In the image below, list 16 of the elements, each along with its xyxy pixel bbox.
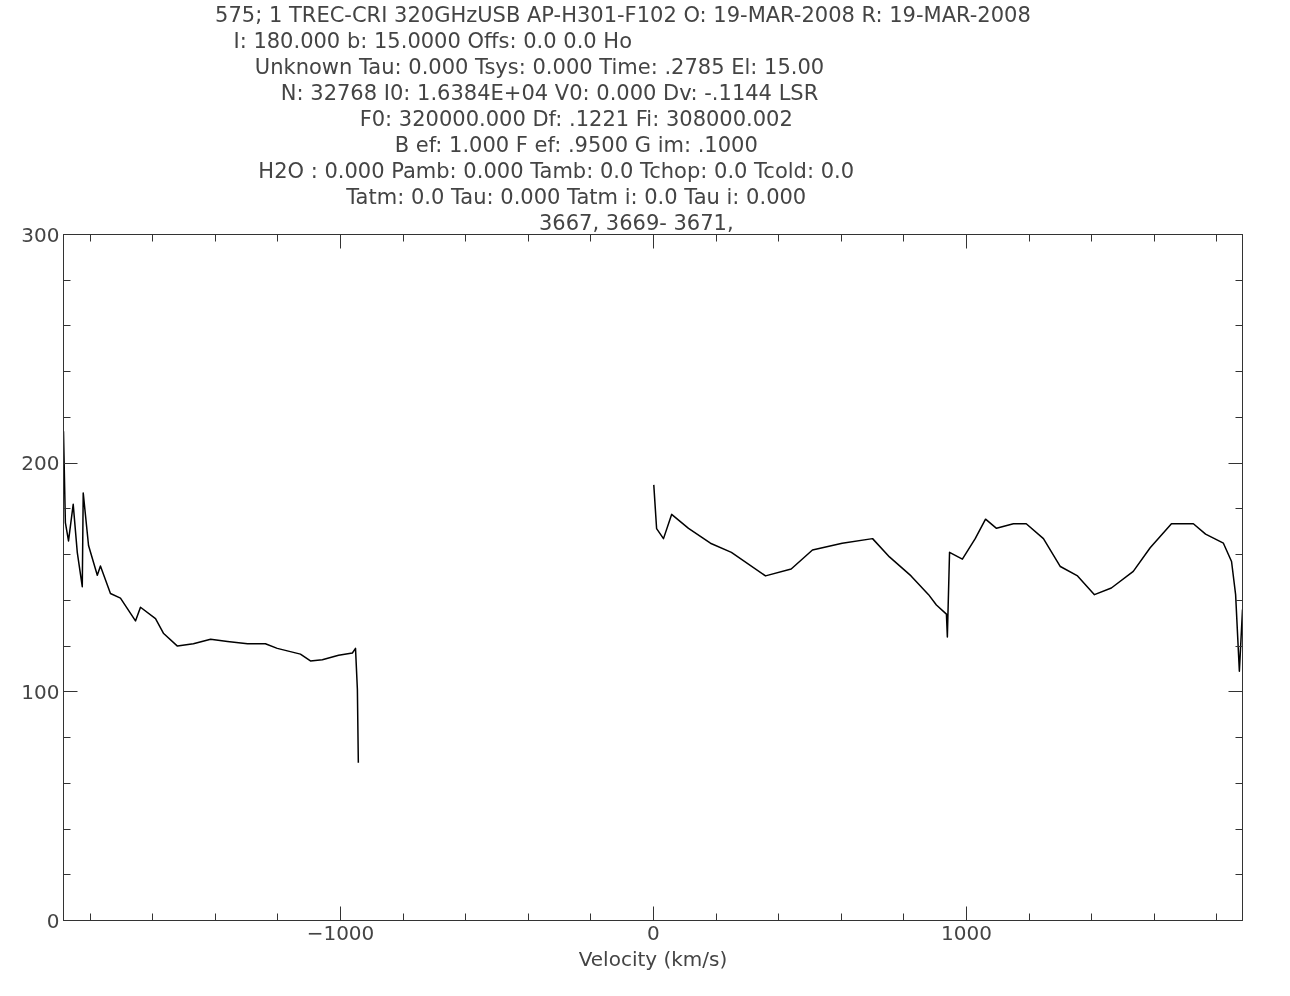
text: H2O : 0.000 Pamb: 0.000 Tamb: 0.0 Tchop: 0.0 Tcold: 0.0 (258, 158, 855, 183)
text: Unknown Tau: 0.000 Tsys: 0.000 Time: .2785 El: 15.00 (254, 54, 825, 79)
text: B ef: 1.000 F ef: .9500 G im: .1000 (394, 132, 758, 157)
text: I: 180.000 b: 15.0000 Offs: 0.0 0.0 Ho (233, 28, 632, 53)
x-axis-title: Velocity (km/s) (578, 946, 728, 971)
text: 3667, 3669- 3671, (539, 210, 734, 235)
text: N: 32768 I0: 1.6384E+04 V0: 0.000 Dv: -.1144 LSR (280, 80, 819, 105)
y-tick-label: 200 (21, 451, 60, 476)
y-tick-label: 100 (21, 679, 60, 704)
x-tick-label: 0 (647, 920, 660, 945)
text: Tatm: 0.0 Tau: 0.000 Tatm i: 0.0 Tau i: 0.000 (345, 184, 807, 209)
y-tick-label: 300 (21, 222, 60, 247)
x-tick-label: −1000 (306, 920, 375, 945)
x-tick-label: 1000 (941, 920, 992, 945)
text: F0: 320000.000 Df: .1221 Fi: 308000.002 (359, 106, 793, 131)
text: 575; 1 TREC-CRI 320GHzUSB AP-H301-F102 O: 19-MAR-2008 R: 19-MAR-2008 (215, 2, 1031, 27)
